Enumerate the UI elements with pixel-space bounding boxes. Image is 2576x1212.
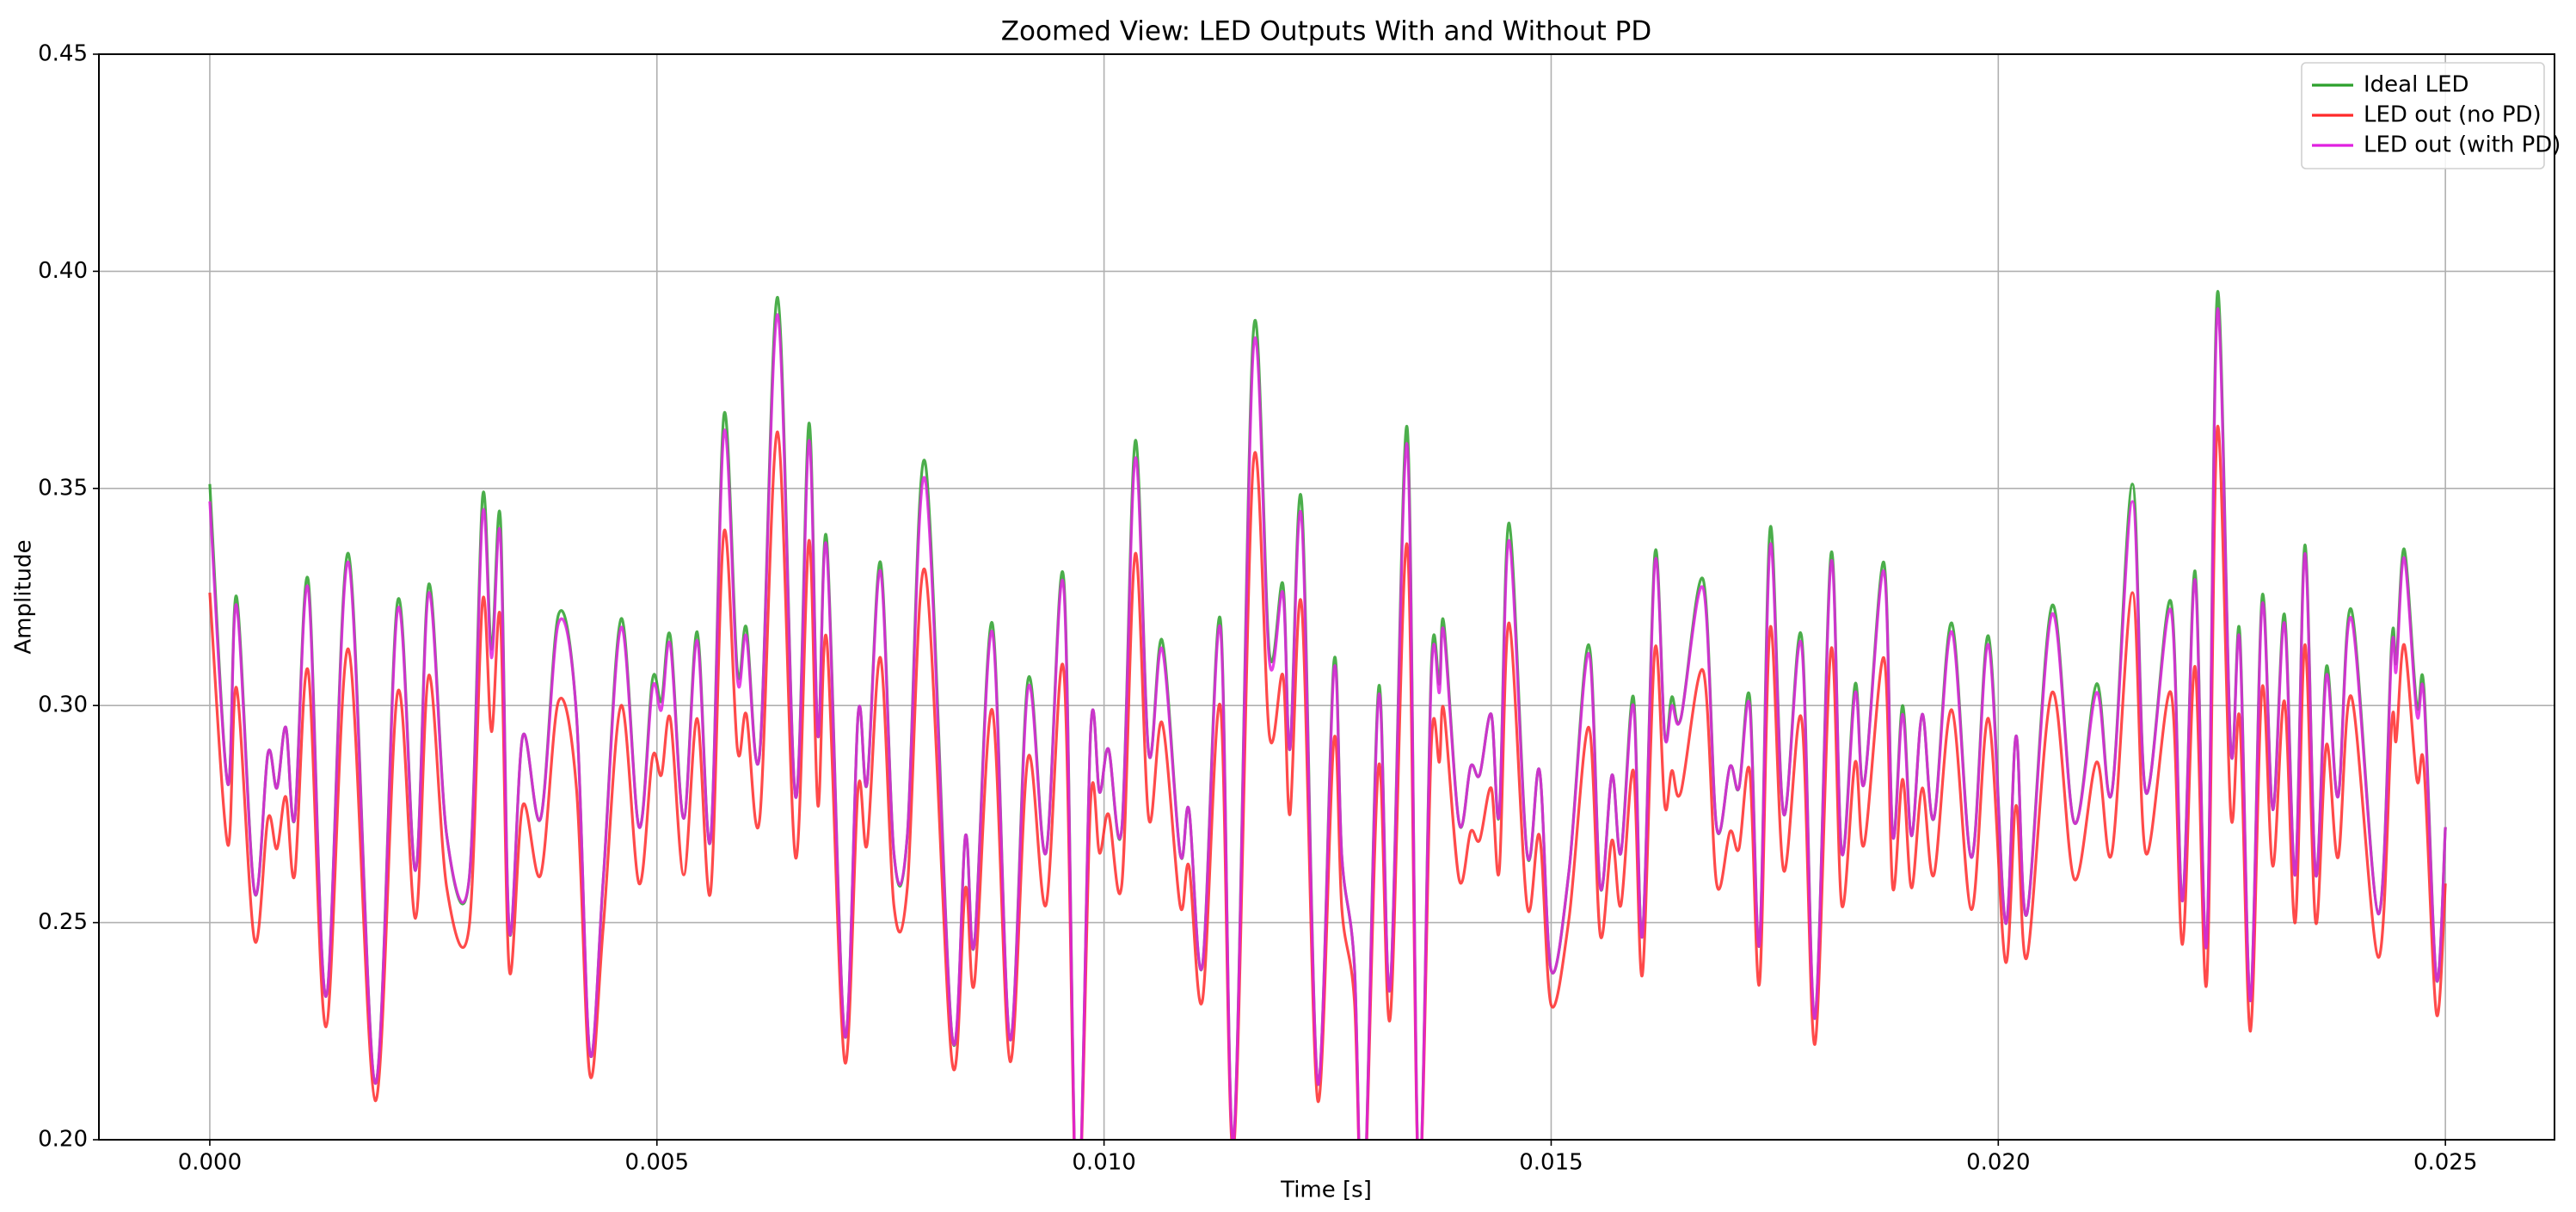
- legend-label: Ideal LED: [2364, 72, 2469, 98]
- legend-label: LED out (with PD): [2364, 132, 2561, 158]
- chart-title: Zoomed View: LED Outputs With and Withou…: [1001, 16, 1651, 47]
- legend-label: LED out (no PD): [2364, 102, 2542, 128]
- x-tick-label: 0.020: [1966, 1150, 2030, 1176]
- x-tick-label: 0.025: [2413, 1150, 2477, 1176]
- x-tick-label: 0.005: [625, 1150, 689, 1176]
- y-tick-label: 0.45: [38, 41, 88, 67]
- x-tick-label: 0.000: [178, 1150, 242, 1176]
- ticks: 0.000 0.005 0.010 0.015 0.020 0.025 0.20 0.25 0.…: [38, 41, 2477, 1176]
- y-tick-label: 0.30: [38, 692, 88, 718]
- y-axis-label: Amplitude: [11, 539, 37, 654]
- series-line: [208, 424, 2447, 1140]
- series-line: [208, 307, 2447, 1140]
- x-tick-label: 0.015: [1519, 1150, 1583, 1176]
- y-tick-label: 0.35: [38, 475, 88, 501]
- x-tick-label: 0.010: [1072, 1150, 1135, 1176]
- y-tick-label: 0.40: [38, 258, 88, 284]
- x-axis-label: Time [s]: [1280, 1178, 1372, 1203]
- axes-frame: [98, 53, 2555, 1141]
- legend-box: [2301, 62, 2545, 169]
- plot-area: [208, 290, 2447, 1140]
- y-tick-label: 0.20: [38, 1127, 88, 1153]
- legend: Ideal LED LED out (no PD) LED out (with PD…: [2301, 62, 2561, 169]
- y-tick-label: 0.25: [38, 909, 88, 935]
